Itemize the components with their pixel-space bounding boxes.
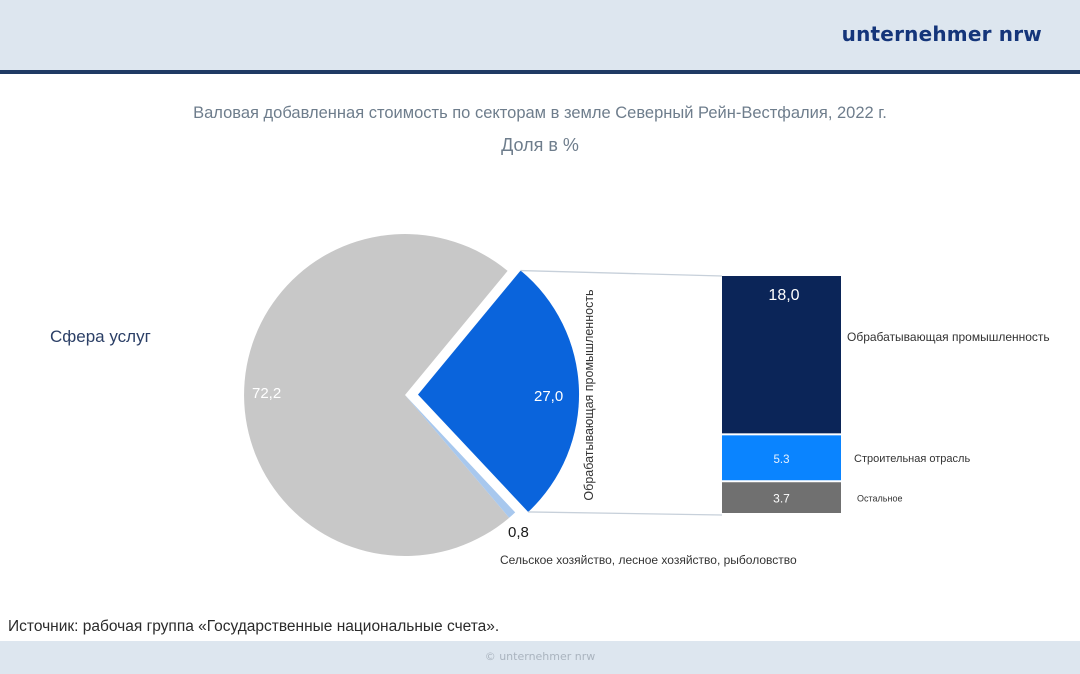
pie-slice-manufacturing	[417, 270, 580, 512]
pie-label-manufacturing: Обрабатывающая промышленность	[582, 289, 596, 500]
pie-label-agriculture: Сельское хозяйство, лесное хозяйство, ры…	[500, 553, 797, 567]
source-note: Источник: рабочая группа «Государственны…	[8, 618, 500, 635]
pie-slice-agriculture	[405, 395, 516, 518]
pie-value-manufacturing: 27,0	[534, 388, 563, 405]
bar-segment-construction	[722, 435, 841, 481]
bar-label-other: Остальное	[857, 494, 902, 504]
bar-label-construction: Строительная отрасль	[854, 453, 970, 465]
chart-title: Валовая добавленная стоимость по сектора…	[193, 104, 887, 122]
connector-line-bottom	[528, 511, 723, 516]
bar-segment-manufacturing	[722, 276, 841, 434]
bar-label-manufacturing: Обрабатывающая промышленность	[847, 330, 1050, 344]
bar-value-construction: 5.3	[774, 454, 790, 466]
footer-copyright: © unternehmer nrw	[484, 650, 596, 663]
pie-value-agriculture: 0,8	[508, 524, 529, 541]
brand-logo: unternehmer nrw	[841, 22, 1042, 46]
connector-line-top	[520, 269, 723, 277]
pie-slice-services	[244, 234, 510, 557]
bar-value-manufacturing: 18,0	[768, 287, 799, 304]
pie-label-services: Сфера услуг	[50, 327, 151, 346]
chart-subtitle: Доля в %	[501, 135, 579, 155]
header-bar: unternehmer nrw	[0, 0, 1080, 74]
bar-segment-other	[722, 482, 841, 513]
footer-bar: © unternehmer nrw	[0, 641, 1080, 674]
pie-value-services: 72,2	[252, 385, 281, 402]
bar-value-other: 3.7	[773, 492, 790, 506]
